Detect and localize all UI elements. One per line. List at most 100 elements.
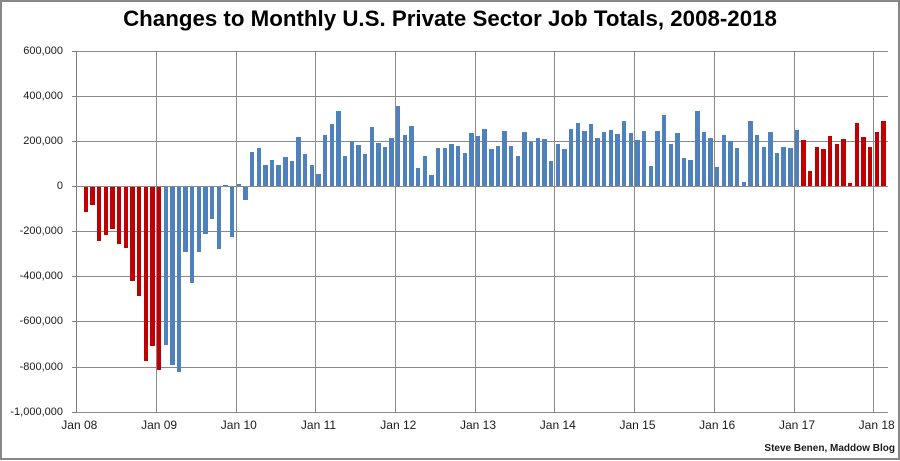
bar-May-2008: [103, 186, 109, 236]
bar-Feb-2013: [482, 128, 487, 186]
y-axis-label--600000: -600,000: [19, 315, 63, 328]
bar-Nov-2017: [861, 137, 866, 186]
bar-Jun-2016: [748, 121, 753, 186]
bar-Oct-2017: [854, 123, 859, 186]
bar-Feb-2015: [641, 130, 647, 186]
bar-Oct-2015: [695, 111, 700, 186]
bar-Sep-2014: [608, 129, 614, 186]
bar-Jun-2012: [429, 175, 434, 186]
bar-Jun-2017: [828, 136, 833, 186]
bar-Aug-2008: [123, 186, 129, 249]
x-axis-label-Jan17: Jan 17: [778, 418, 816, 433]
bar-Dec-2017: [867, 146, 873, 186]
bar-Dec-2016: [788, 147, 793, 186]
v-gridline-Jan09: [155, 50, 157, 412]
v-gridline-Jan10: [235, 50, 237, 412]
bar-Nov-2015: [701, 132, 707, 186]
bar-Oct-2008: [136, 186, 142, 297]
x-axis-label-Jan11: Jan 11: [300, 418, 337, 433]
bar-Jan-2018: [874, 132, 879, 186]
bar-Oct-2011: [376, 143, 381, 186]
bar-Jul-2015: [675, 133, 680, 186]
h-gridline-0: [76, 186, 888, 187]
bar-Oct-2016: [774, 153, 780, 186]
h-gridline--800000: [76, 366, 888, 368]
bar-Feb-2016: [721, 134, 727, 186]
y-tick-mark: [72, 50, 76, 52]
bar-Aug-2010: [283, 156, 288, 186]
v-gridline-Jan15: [634, 50, 636, 412]
bar-Aug-2009: [203, 186, 208, 235]
bar-Aug-2013: [522, 132, 527, 186]
bar-May-2015: [661, 115, 667, 186]
bar-Sep-2013: [528, 141, 534, 186]
bar-Feb-2008: [83, 186, 89, 212]
bar-Sep-2008: [130, 186, 135, 281]
bar-Dec-2012: [469, 133, 474, 186]
y-axis-label-0: 0: [56, 180, 63, 192]
bar-Aug-2012: [442, 148, 447, 186]
h-gridline--200000: [76, 231, 888, 233]
bar-Sep-2016: [768, 132, 773, 186]
bar-Mar-2015: [648, 165, 653, 186]
bar-Mar-2016: [728, 141, 733, 186]
y-axis-label-600000: 600,000: [23, 44, 63, 57]
y-tick-mark: [72, 186, 76, 187]
bar-Jun-2008: [110, 186, 115, 229]
v-gridline-Jan17: [793, 50, 795, 412]
bar-Jul-2009: [196, 186, 202, 252]
bar-Dec-2015: [708, 137, 713, 186]
y-axis-label--1000000: -1,000,000: [10, 405, 63, 418]
y-tick-mark: [72, 231, 76, 233]
bar-Nov-2011: [382, 147, 388, 186]
bar-Jan-2011: [316, 173, 321, 186]
bar-Oct-2009: [216, 186, 222, 250]
bar-Mar-2011: [329, 123, 335, 186]
v-gridline-Jan16: [713, 50, 715, 412]
bar-Jan-2010: [236, 183, 241, 186]
bar-Dec-2010: [309, 164, 315, 186]
bar-May-2017: [821, 149, 826, 186]
bar-Aug-2015: [681, 158, 687, 186]
bar-Mar-2012: [409, 126, 414, 186]
bar-May-2014: [582, 130, 587, 186]
bar-Jul-2016: [754, 134, 760, 186]
x-axis-label-Jan12: Jan 12: [380, 418, 417, 433]
bar-May-2013: [502, 130, 507, 186]
bar-Aug-2016: [761, 147, 766, 186]
bar-Feb-2017: [801, 140, 806, 186]
bar-Mar-2014: [568, 129, 574, 186]
bar-Apr-2008: [97, 186, 102, 242]
h-gridline--1000000: [76, 411, 888, 413]
h-gridline-400000: [76, 95, 888, 97]
bar-Jan-2009: [156, 186, 162, 370]
x-axis-label-Jan09: Jan 09: [141, 418, 178, 433]
x-axis-label-Jan18: Jan 18: [858, 418, 895, 433]
bar-Apr-2014: [575, 122, 580, 186]
bar-May-2009: [183, 186, 188, 253]
bar-Sep-2010: [289, 161, 295, 186]
x-axis-label-Jan13: Jan 13: [459, 418, 497, 433]
bar-Dec-2014: [628, 133, 634, 186]
y-axis-label-200000: 200,000: [23, 134, 63, 147]
bar-Apr-2015: [655, 130, 660, 186]
h-gridline-600000: [76, 50, 888, 52]
bar-Oct-2010: [296, 137, 301, 186]
chart-title: Changes to Monthly U.S. Private Sector J…: [123, 6, 777, 31]
y-axis-label--400000: -400,000: [19, 270, 63, 283]
bar-Jul-2014: [595, 138, 600, 186]
bar-Nov-2009: [223, 184, 228, 186]
x-axis-label-Jan14: Jan 14: [539, 418, 576, 433]
bar-Apr-2011: [336, 111, 341, 186]
bar-Sep-2017: [847, 182, 853, 186]
bar-Aug-2014: [602, 132, 607, 186]
bar-Mar-2010: [249, 152, 255, 186]
bar-Mar-2008: [90, 186, 95, 206]
bar-Nov-2010: [303, 154, 308, 186]
bar-Feb-2018: [881, 121, 886, 186]
bar-Dec-2013: [548, 161, 554, 186]
v-gridline-Jan13: [474, 50, 476, 412]
bar-Jul-2017: [834, 144, 840, 186]
bar-Apr-2017: [814, 147, 820, 186]
